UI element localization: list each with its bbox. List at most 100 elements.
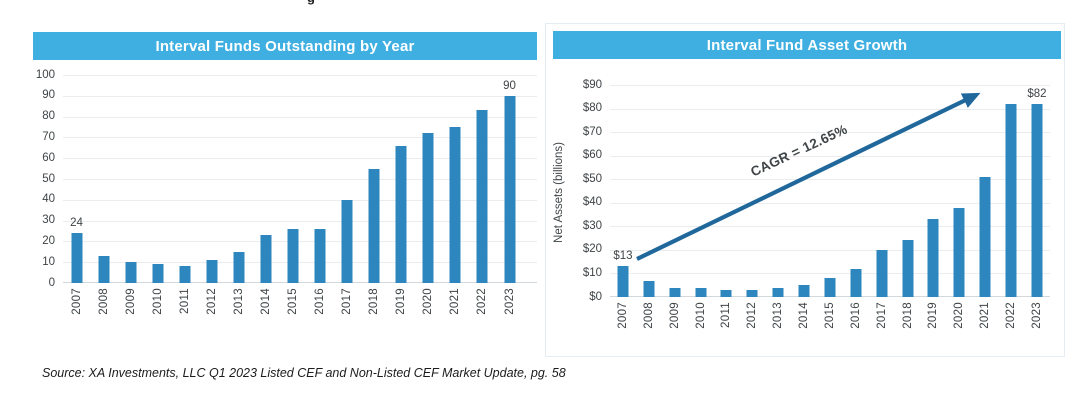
gridline bbox=[63, 116, 537, 118]
gridline bbox=[63, 199, 537, 201]
bar-column bbox=[225, 75, 252, 283]
y-axis-tick-labels: 0 10 20 30 40 50 60 70 80 90 100 bbox=[23, 69, 63, 288]
x-tick: 2019 bbox=[388, 283, 415, 329]
x-axis-labels: 2007 2008 2009 2010 2011 2012 2013 2014 2015 2016… bbox=[610, 297, 1050, 343]
x-tick: 2008 bbox=[90, 283, 117, 329]
bar-2019 bbox=[395, 145, 407, 283]
x-tick: 2021 bbox=[972, 297, 998, 343]
gridline bbox=[63, 75, 537, 76]
bar-column bbox=[843, 85, 869, 297]
x-tick-label: 2017 bbox=[341, 288, 354, 315]
bar-column bbox=[662, 85, 688, 297]
x-tick: 2015 bbox=[280, 283, 307, 329]
bar-2022 bbox=[476, 110, 488, 283]
bar-column bbox=[688, 85, 714, 297]
y-tick-label: 70 bbox=[42, 130, 55, 143]
bar-2014 bbox=[260, 235, 272, 283]
y-tick-label: 60 bbox=[42, 151, 55, 164]
bar-2014 bbox=[798, 285, 810, 297]
x-tick-label: 2015 bbox=[823, 302, 836, 329]
x-tick: 2022 bbox=[998, 297, 1024, 343]
bar-2016 bbox=[314, 228, 326, 283]
x-tick-label: 2019 bbox=[395, 288, 408, 315]
y-axis-title: Net Assets (billions) bbox=[553, 141, 565, 243]
bar-column bbox=[921, 85, 947, 297]
x-tick: 2014 bbox=[252, 283, 279, 329]
plot-area: 0 10 20 30 40 50 60 70 80 90 100 24 90 bbox=[36, 69, 537, 288]
x-tick: 2010 bbox=[144, 283, 171, 329]
bar-column bbox=[469, 75, 496, 283]
x-tick: 2015 bbox=[817, 297, 843, 343]
gridline bbox=[63, 220, 537, 222]
bar-column bbox=[946, 85, 972, 297]
x-tick-label: 2018 bbox=[901, 302, 914, 329]
bar-column bbox=[415, 75, 442, 283]
x-tick: 2011 bbox=[171, 283, 198, 329]
chart-title: Interval Fund Asset Growth bbox=[706, 36, 908, 54]
x-tick: 2020 bbox=[946, 297, 972, 343]
x-tick: 2017 bbox=[334, 283, 361, 329]
x-tick: 2009 bbox=[662, 297, 688, 343]
bar-2015 bbox=[287, 228, 299, 283]
bar-column: $13 bbox=[610, 85, 636, 297]
source-note: Source: XA Investments, LLC Q1 2023 List… bbox=[42, 366, 566, 380]
x-tick-label: 2013 bbox=[772, 302, 785, 329]
y-tick-label: 80 bbox=[42, 110, 55, 123]
y-tick-label: $70 bbox=[582, 125, 602, 138]
bar-2018 bbox=[368, 168, 380, 283]
x-tick-label: 2010 bbox=[151, 288, 164, 315]
bar-2009 bbox=[669, 287, 681, 297]
y-tick-label: $10 bbox=[582, 266, 602, 279]
bar-2009 bbox=[125, 262, 137, 283]
bar-column bbox=[252, 75, 279, 283]
x-tick: 2008 bbox=[636, 297, 662, 343]
data-label: 24 bbox=[70, 217, 83, 230]
bar-2011 bbox=[720, 289, 732, 297]
gridline bbox=[63, 137, 537, 139]
data-label: 90 bbox=[503, 79, 516, 92]
bar-2010 bbox=[152, 264, 164, 283]
bar-column bbox=[334, 75, 361, 283]
bar-column bbox=[714, 85, 740, 297]
x-tick: 2022 bbox=[469, 283, 496, 329]
gridline bbox=[63, 179, 537, 180]
bar-2008 bbox=[98, 255, 110, 283]
bar-2013 bbox=[772, 287, 784, 297]
bar-2007 bbox=[617, 266, 629, 297]
x-tick-label: 2014 bbox=[798, 302, 811, 329]
y-tick-label: 100 bbox=[35, 68, 55, 81]
y-tick-label: 50 bbox=[42, 172, 55, 185]
x-tick: 2018 bbox=[361, 283, 388, 329]
x-tick-label: 2016 bbox=[314, 288, 327, 315]
x-tick: 2011 bbox=[714, 297, 740, 343]
gridline bbox=[63, 158, 537, 160]
data-label: $13 bbox=[613, 250, 633, 263]
bar-2021 bbox=[449, 127, 461, 283]
bar-2022 bbox=[1005, 103, 1017, 297]
bar-column bbox=[442, 75, 469, 283]
x-tick: 2012 bbox=[198, 283, 225, 329]
x-tick: 2019 bbox=[921, 297, 947, 343]
x-tick-label: 2013 bbox=[232, 288, 245, 315]
y-tick-label: 30 bbox=[42, 214, 55, 227]
bar-column: $82 bbox=[1024, 85, 1050, 297]
data-label: $82 bbox=[1027, 87, 1047, 100]
y-tick-label: 90 bbox=[42, 89, 55, 102]
x-tick-label: 2010 bbox=[694, 302, 707, 329]
x-tick-label: 2014 bbox=[259, 288, 272, 315]
x-tick: 2009 bbox=[117, 283, 144, 329]
bar-column bbox=[998, 85, 1024, 297]
y-tick-label: $50 bbox=[582, 172, 602, 185]
bar-2008 bbox=[643, 280, 655, 297]
x-tick: 2023 bbox=[496, 283, 523, 329]
bar-2021 bbox=[979, 176, 991, 297]
chart-title-bar: Interval Fund Asset Growth bbox=[553, 31, 1061, 59]
x-tick-label: 2007 bbox=[616, 302, 629, 329]
bars-group: $13 $82 bbox=[610, 85, 1050, 297]
gridline bbox=[610, 273, 1050, 275]
bar-2023 bbox=[1031, 103, 1043, 297]
bar-column bbox=[765, 85, 791, 297]
y-tick-label: $60 bbox=[582, 149, 602, 162]
gridline bbox=[63, 95, 537, 97]
x-tick: 2016 bbox=[843, 297, 869, 343]
